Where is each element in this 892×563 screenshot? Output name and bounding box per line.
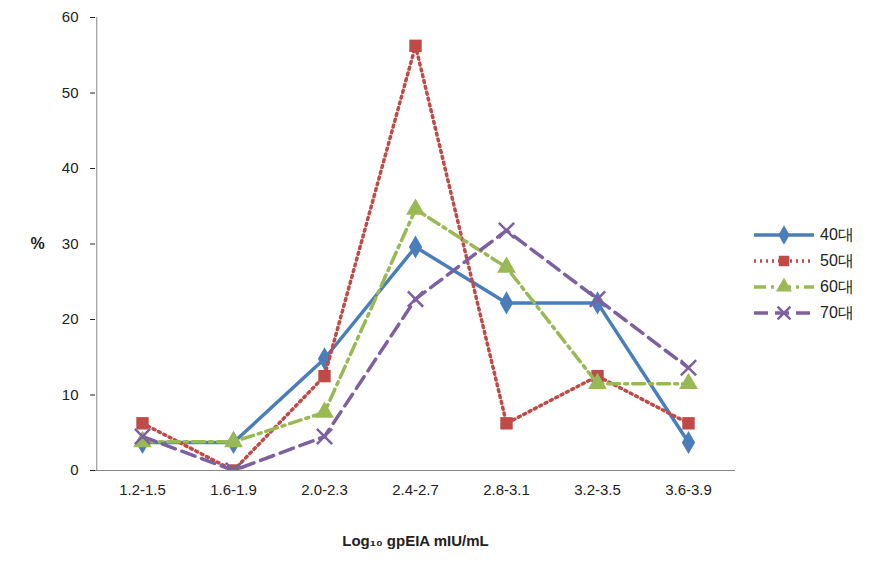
- svg-text:3.2-3.5: 3.2-3.5: [574, 481, 621, 498]
- html-text:40대: 40대: [820, 225, 854, 243]
- svg-text:2.8-3.1: 2.8-3.1: [483, 481, 530, 498]
- svg-text:3.6-3.9: 3.6-3.9: [665, 481, 712, 498]
- svg-text:Log₁₀ gpEIA mIU/mL: Log₁₀ gpEIA mIU/mL: [342, 532, 489, 549]
- svg-text:20: 20: [62, 310, 79, 327]
- html-text:70대: 70대: [820, 303, 854, 321]
- svg-text:2.4-2.7: 2.4-2.7: [392, 481, 439, 498]
- svg-text:50: 50: [62, 84, 79, 101]
- svg-text:0: 0: [70, 461, 78, 478]
- svg-text:40: 40: [62, 159, 79, 176]
- svg-text:60: 60: [62, 8, 79, 25]
- svg-text:%: %: [31, 235, 45, 252]
- svg-text:1.2-1.5: 1.2-1.5: [119, 481, 166, 498]
- html-text:60대: 60대: [820, 277, 854, 295]
- svg-text:1.6-1.9: 1.6-1.9: [210, 481, 257, 498]
- svg-text:2.0-2.3: 2.0-2.3: [301, 481, 348, 498]
- svg-text:10: 10: [62, 386, 79, 403]
- svg-text:30: 30: [62, 235, 79, 252]
- html-text:50대: 50대: [820, 251, 854, 269]
